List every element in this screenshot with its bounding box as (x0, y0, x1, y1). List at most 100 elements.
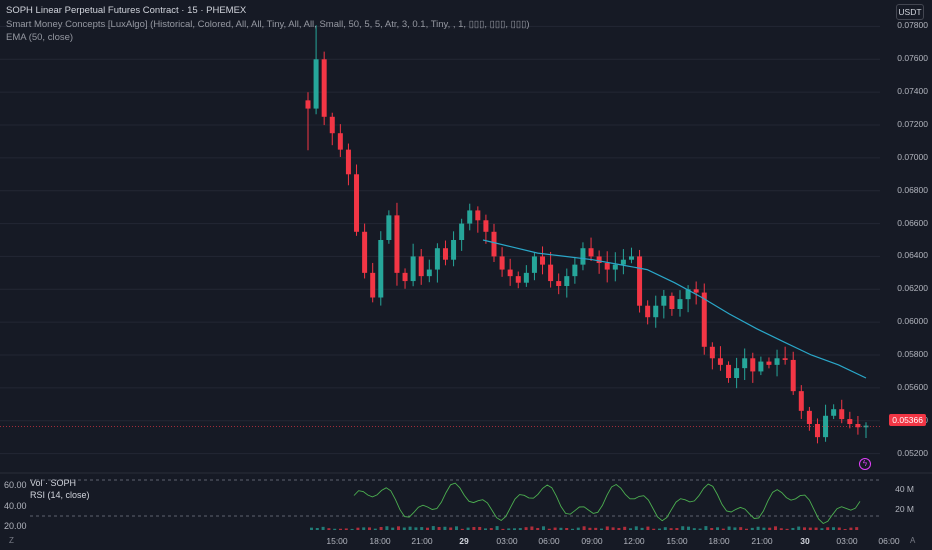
candle-body (677, 299, 683, 309)
volume-bar (582, 526, 586, 530)
time-axis-label: 12:00 (623, 536, 645, 546)
currency-button[interactable]: USDT (896, 4, 924, 20)
volume-bar (315, 527, 319, 530)
volume-bar (513, 528, 516, 530)
volume-bar (739, 527, 743, 530)
candle-body (556, 281, 562, 286)
volume-bar (565, 528, 569, 530)
candle-body (329, 116, 335, 134)
lightning-icon[interactable]: ϟ (859, 458, 871, 470)
candle-body (523, 272, 529, 283)
candle-body (847, 419, 853, 424)
candle-body (774, 358, 780, 365)
auto-scale-button[interactable]: A (910, 536, 916, 545)
time-axis-label: 21:00 (411, 536, 433, 546)
volume-bar (652, 528, 656, 530)
volume-bar (466, 527, 470, 530)
candle-body (814, 424, 820, 438)
volume-bar (344, 528, 348, 530)
candle-body (321, 59, 327, 117)
candle-body (661, 295, 667, 306)
candle-body (426, 269, 432, 277)
volume-bar (333, 528, 337, 530)
volume-bar (745, 528, 748, 530)
smc-indicator-label[interactable]: Smart Money Concepts [LuxAlgo] (Historic… (6, 18, 530, 30)
volume-bar (808, 527, 812, 530)
candle-body (653, 305, 659, 318)
candle-body (475, 210, 481, 221)
price-axis-label: 0.07800 (897, 20, 928, 31)
candlestick-series (305, 25, 869, 444)
last-price-badge: 0.05366 (889, 414, 926, 426)
volume-bar (698, 528, 702, 530)
candle-body (734, 368, 740, 378)
volume-bar (489, 528, 493, 530)
ema-indicator-label[interactable]: EMA (50, close) (6, 32, 74, 43)
volume-axis-label-20m: 20 M (895, 504, 914, 514)
timezone-icon[interactable]: Z (9, 536, 14, 545)
volume-bar (460, 528, 464, 530)
candle-body (564, 276, 570, 286)
time-axis-label: 18:00 (708, 536, 730, 546)
volume-bar (350, 528, 354, 530)
candle-body (669, 295, 675, 309)
rsi-axis-label-40: 40.00 (4, 501, 27, 511)
volume-bar (536, 527, 540, 530)
volume-bar (501, 528, 505, 530)
volume-bar (437, 527, 441, 530)
volume-bar (408, 526, 412, 530)
volume-bar (576, 527, 580, 530)
candle-body (693, 289, 699, 293)
price-axis-label: 0.06800 (897, 184, 928, 195)
volume-bar (426, 527, 429, 530)
price-axis-label: 0.07400 (897, 86, 928, 97)
volume-bar (518, 528, 522, 530)
volume-bar (339, 528, 342, 530)
candle-body (758, 361, 764, 372)
volume-bar (321, 526, 325, 530)
candle-body (580, 248, 586, 265)
time-axis-label: 03:00 (496, 536, 518, 546)
volume-bar (484, 528, 487, 530)
price-axis-label: 0.07000 (897, 151, 928, 162)
symbol-title[interactable]: SOPH Linear Perpetual Futures Contract ·… (6, 5, 247, 16)
candle-body (863, 425, 869, 428)
volume-bar (478, 526, 482, 530)
volume-bar (391, 527, 395, 530)
candle-body (588, 248, 594, 257)
rsi-axis-label-60: 60.00 (4, 480, 27, 490)
volume-bar (756, 526, 760, 530)
volume-bar (687, 526, 690, 530)
volume-bar (431, 526, 435, 530)
volume-bar (855, 527, 859, 530)
candle-body (459, 223, 465, 240)
candle-body (345, 149, 351, 175)
volume-bar (710, 527, 714, 530)
time-axis-label: 15:00 (666, 536, 688, 546)
time-axis-label: 09:00 (581, 536, 603, 546)
volume-bar (837, 527, 841, 530)
volume-bar (443, 526, 447, 530)
volume-bar (559, 527, 563, 530)
candle-body (620, 259, 626, 265)
volume-bar (832, 527, 835, 530)
volume-bar (414, 527, 418, 530)
volume-indicator-label[interactable]: Vol · SOPH (30, 478, 77, 488)
price-axis-label: 0.06000 (897, 316, 928, 327)
candle-body (402, 272, 408, 282)
volume-bar (617, 527, 621, 530)
rsi-indicator-label[interactable]: RSI (14, close) (30, 489, 90, 500)
rsi-line (353, 482, 861, 525)
volume-bar (629, 528, 632, 530)
candle-body (628, 256, 634, 260)
time-axis-label: 06:00 (878, 536, 900, 546)
candle-body (467, 210, 473, 224)
price-axis-label: 0.06200 (897, 283, 928, 294)
volume-bar (663, 527, 667, 530)
volume-bar (727, 526, 731, 530)
price-grid (0, 25, 880, 455)
candle-body (701, 292, 707, 347)
volume-bar (362, 527, 366, 530)
time-axis-label: 18:00 (369, 536, 391, 546)
